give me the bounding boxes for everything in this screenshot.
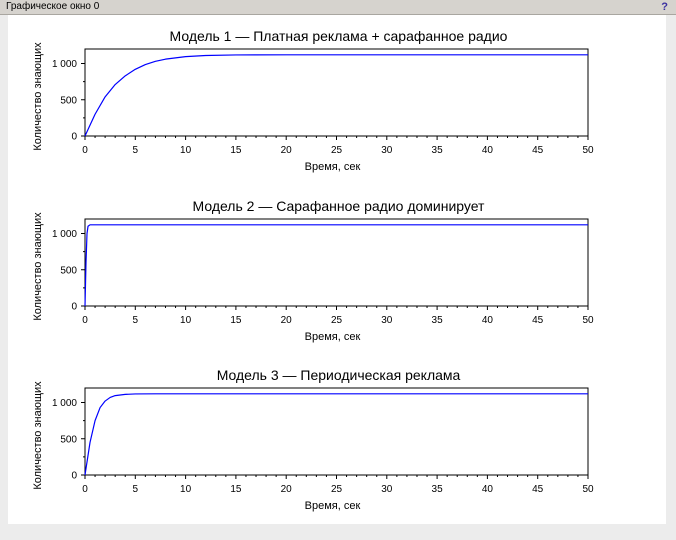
x-tick-label: 5 — [133, 484, 139, 495]
x-tick-label: 10 — [180, 315, 192, 326]
x-tick-label: 15 — [230, 145, 242, 156]
window-title: Графическое окно 0 — [6, 1, 100, 12]
y-tick-label: 0 — [71, 471, 77, 482]
question-mark-icon[interactable]: ? — [661, 1, 668, 13]
x-tick-label: 45 — [532, 484, 544, 495]
y-tick-label: 500 — [60, 265, 77, 276]
x-tick-label: 30 — [381, 145, 393, 156]
series-line-3 — [84, 393, 588, 476]
x-tick-label: 25 — [331, 484, 343, 495]
x-tick-label: 15 — [230, 484, 242, 495]
x-tick-label: 10 — [180, 145, 192, 156]
x-tick-label: 50 — [582, 145, 594, 156]
x-tick-label: 25 — [331, 315, 343, 326]
x-tick-label: 40 — [482, 145, 494, 156]
x-tick-label: 50 — [582, 484, 594, 495]
series-line-1 — [84, 54, 588, 137]
y-tick-label: 500 — [60, 434, 77, 445]
y-axis-label: Количество знающих — [32, 212, 44, 321]
x-tick-label: 0 — [82, 145, 88, 156]
x-axis-label: Время, сек — [305, 161, 361, 173]
x-tick-label: 40 — [482, 315, 494, 326]
plot-area-3 — [84, 387, 589, 476]
y-tick-label: 1 000 — [52, 59, 77, 70]
chart-title: Модель 1 — Платная реклама + сарафанное … — [170, 28, 508, 44]
left-border — [0, 15, 8, 540]
x-tick-label: 35 — [432, 484, 444, 495]
charts-svg: Модель 1 — Платная реклама + сарафанное … — [32, 28, 594, 512]
x-tick-label: 20 — [281, 315, 293, 326]
y-tick-label: 0 — [71, 132, 77, 143]
x-axis-label: Время, сек — [305, 500, 361, 512]
window-titlebar: Графическое окно 0 ? — [0, 0, 676, 15]
x-tick-label: 30 — [381, 315, 393, 326]
x-tick-label: 40 — [482, 484, 494, 495]
x-tick-label: 5 — [133, 145, 139, 156]
x-tick-label: 45 — [532, 315, 544, 326]
right-border — [666, 15, 676, 540]
bottom-border — [0, 524, 676, 540]
x-tick-label: 10 — [180, 484, 192, 495]
x-tick-label: 15 — [230, 315, 242, 326]
chart-title: Модель 3 — Периодическая реклама — [217, 367, 461, 383]
series-line-2 — [84, 224, 588, 307]
y-axis-label: Количество знающих — [32, 42, 44, 151]
x-tick-label: 20 — [281, 484, 293, 495]
y-axis-label: Количество знающих — [32, 381, 44, 490]
x-tick-label: 35 — [432, 315, 444, 326]
x-tick-label: 5 — [133, 315, 139, 326]
x-tick-label: 0 — [82, 484, 88, 495]
x-tick-label: 45 — [532, 145, 544, 156]
x-tick-label: 35 — [432, 145, 444, 156]
plot-area-1 — [84, 48, 589, 137]
y-tick-label: 1 000 — [52, 229, 77, 240]
x-tick-label: 0 — [82, 315, 88, 326]
x-tick-label: 50 — [582, 315, 594, 326]
y-tick-label: 0 — [71, 302, 77, 313]
x-axis-label: Время, сек — [305, 331, 361, 343]
plot-area-2 — [84, 218, 589, 307]
x-tick-label: 30 — [381, 484, 393, 495]
plot-canvas: Модель 1 — Платная реклама + сарафанное … — [8, 15, 666, 524]
chart-title: Модель 2 — Сарафанное радио доминирует — [193, 198, 486, 214]
y-tick-label: 500 — [60, 95, 77, 106]
y-tick-label: 1 000 — [52, 398, 77, 409]
x-tick-label: 25 — [331, 145, 343, 156]
x-tick-label: 20 — [281, 145, 293, 156]
